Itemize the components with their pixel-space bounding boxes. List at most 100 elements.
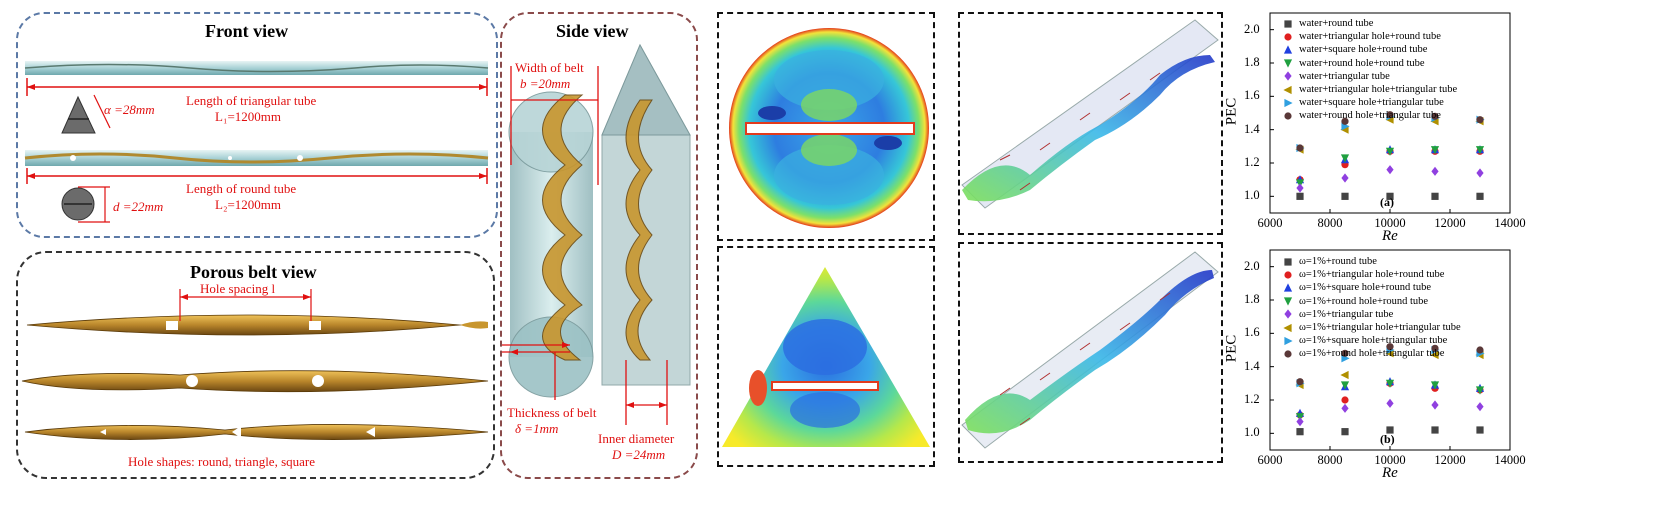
data-point xyxy=(1386,165,1394,175)
legend-entry: water+triangular hole+round tube xyxy=(1283,30,1457,43)
data-point xyxy=(1476,192,1484,200)
y-tick-label: 1.0 xyxy=(1244,425,1260,440)
legend-label: water+square hole+round tube xyxy=(1299,44,1428,56)
x-tick-label: 10000 xyxy=(1374,453,1406,467)
legend-label: ω=1%+square hole+round tube xyxy=(1299,282,1431,294)
tri-length-value: L₁=1200mm xyxy=(215,109,282,124)
legend-chart-b: ω=1%+round tube ω=1%+triangular hole+roun… xyxy=(1283,255,1461,361)
data-point xyxy=(1296,417,1304,427)
legend-marker xyxy=(1284,33,1292,41)
legend-entry: ω=1%+triangular hole+triangular tube xyxy=(1283,321,1461,334)
x-tick-label: 12000 xyxy=(1434,216,1466,230)
legend-label: ω=1%+round hole+round tube xyxy=(1299,295,1429,307)
streamline-round-plot xyxy=(961,251,1219,449)
data-point xyxy=(1341,117,1349,125)
legend-marker xyxy=(1284,336,1293,345)
triangle-cross-section xyxy=(61,95,96,134)
legend-marker xyxy=(1284,19,1292,28)
x-tick-label: 8000 xyxy=(1317,453,1343,467)
tri-length-label: Length of triangular tube xyxy=(186,93,317,108)
belt-thickness-label: Thickness of belt xyxy=(507,405,597,420)
triangle-contour-plot xyxy=(722,267,930,447)
data-point xyxy=(1431,344,1439,352)
legend-marker xyxy=(1283,323,1292,332)
legend-entry: water+round tube xyxy=(1283,17,1457,30)
side-view-panel xyxy=(500,12,698,479)
legend-label: water+triangular tube xyxy=(1299,70,1390,82)
y-tick-label: 1.6 xyxy=(1244,325,1260,340)
front-view-drawing xyxy=(24,61,489,223)
triangle-contour-box xyxy=(717,246,935,467)
legend-label: ω=1%+triangular tube xyxy=(1299,308,1394,320)
data-point xyxy=(1341,396,1349,404)
data-point xyxy=(1476,346,1484,354)
inner-diameter-label: Inner diameter xyxy=(598,431,675,446)
data-point xyxy=(1386,398,1394,408)
data-point xyxy=(1430,381,1440,390)
legend-marker xyxy=(1284,350,1292,358)
data-point xyxy=(1476,426,1484,434)
streamline-round-box xyxy=(958,242,1223,463)
legend-label: ω=1%+triangular hole+round tube xyxy=(1299,269,1445,281)
x-tick-label: 8000 xyxy=(1317,216,1343,230)
y-tick-label: 1.0 xyxy=(1244,188,1260,203)
y-tick-label: 1.2 xyxy=(1244,155,1260,169)
x-tick-label: 10000 xyxy=(1374,216,1406,230)
legend-entry: water+round hole+round tube xyxy=(1283,57,1457,70)
data-point xyxy=(1341,173,1349,183)
hole-spacing-label: Hole spacing l xyxy=(200,281,276,296)
legend-marker xyxy=(1284,112,1292,120)
legend-marker xyxy=(1284,309,1292,320)
legend-entry: water+triangular tube xyxy=(1283,70,1457,83)
legend-marker xyxy=(1283,297,1293,306)
triangular-tube-belt xyxy=(24,63,489,73)
y-tick-label: 2.0 xyxy=(1244,258,1260,273)
data-point xyxy=(1386,192,1394,200)
y-tick-label: 1.6 xyxy=(1244,88,1260,103)
round-tube-shape xyxy=(25,150,488,166)
x-tick-label: 12000 xyxy=(1434,453,1466,467)
front-view-panel xyxy=(16,12,498,238)
round-tube-belt xyxy=(24,152,489,164)
belt-round-holes xyxy=(21,370,489,393)
belt-square-holes xyxy=(26,314,488,336)
x-axis-label: Re xyxy=(1382,465,1398,481)
side-view-drawing xyxy=(502,43,691,425)
legend-entry: ω=1%+triangular tube xyxy=(1283,308,1461,321)
legend-label: water+round hole+round tube xyxy=(1299,57,1425,69)
data-point xyxy=(1296,144,1304,152)
hole-shapes-label: Hole shapes: round, triangle, square xyxy=(128,454,316,469)
y-tick-label: 1.8 xyxy=(1244,292,1260,306)
circle-contour-plot xyxy=(729,28,929,228)
front-view-title: Front view xyxy=(205,21,289,41)
data-point xyxy=(1386,111,1394,119)
data-point xyxy=(1385,379,1395,388)
pec-chart-a xyxy=(1269,12,1511,214)
x-tick-label: 14000 xyxy=(1494,216,1526,230)
data-point xyxy=(1475,386,1485,395)
legend-label: water+triangular hole+round tube xyxy=(1299,31,1441,43)
y-tick-label: 1.2 xyxy=(1244,392,1260,406)
data-point xyxy=(1340,154,1350,163)
streamline-triangle-plot xyxy=(961,19,1219,209)
streamline-triangle-box xyxy=(958,12,1223,235)
y-tick-label: 1.4 xyxy=(1244,358,1260,373)
data-point xyxy=(1386,426,1394,434)
legend-label: water+round hole+triangular tube xyxy=(1299,110,1441,122)
round-twisted-belt xyxy=(542,94,584,361)
data-point xyxy=(1431,192,1439,200)
legend-entry: ω=1%+round hole+triangular tube xyxy=(1283,347,1461,360)
round-length-label: Length of round tube xyxy=(186,181,297,196)
legend-label: water+triangular hole+triangular tube xyxy=(1299,84,1458,96)
belt-width-value: b =20mm xyxy=(520,76,571,91)
data-point xyxy=(1340,381,1350,390)
data-point xyxy=(1430,146,1440,155)
y-axis-label: PEC xyxy=(1223,334,1240,363)
data-point xyxy=(1386,343,1394,351)
panel-label: (a) xyxy=(1380,195,1394,209)
legend-marker xyxy=(1284,271,1292,279)
data-point xyxy=(1476,116,1484,124)
legend-entry: ω=1%+round hole+round tube xyxy=(1283,295,1461,308)
legend-marker xyxy=(1283,85,1292,94)
data-point xyxy=(1340,370,1349,380)
